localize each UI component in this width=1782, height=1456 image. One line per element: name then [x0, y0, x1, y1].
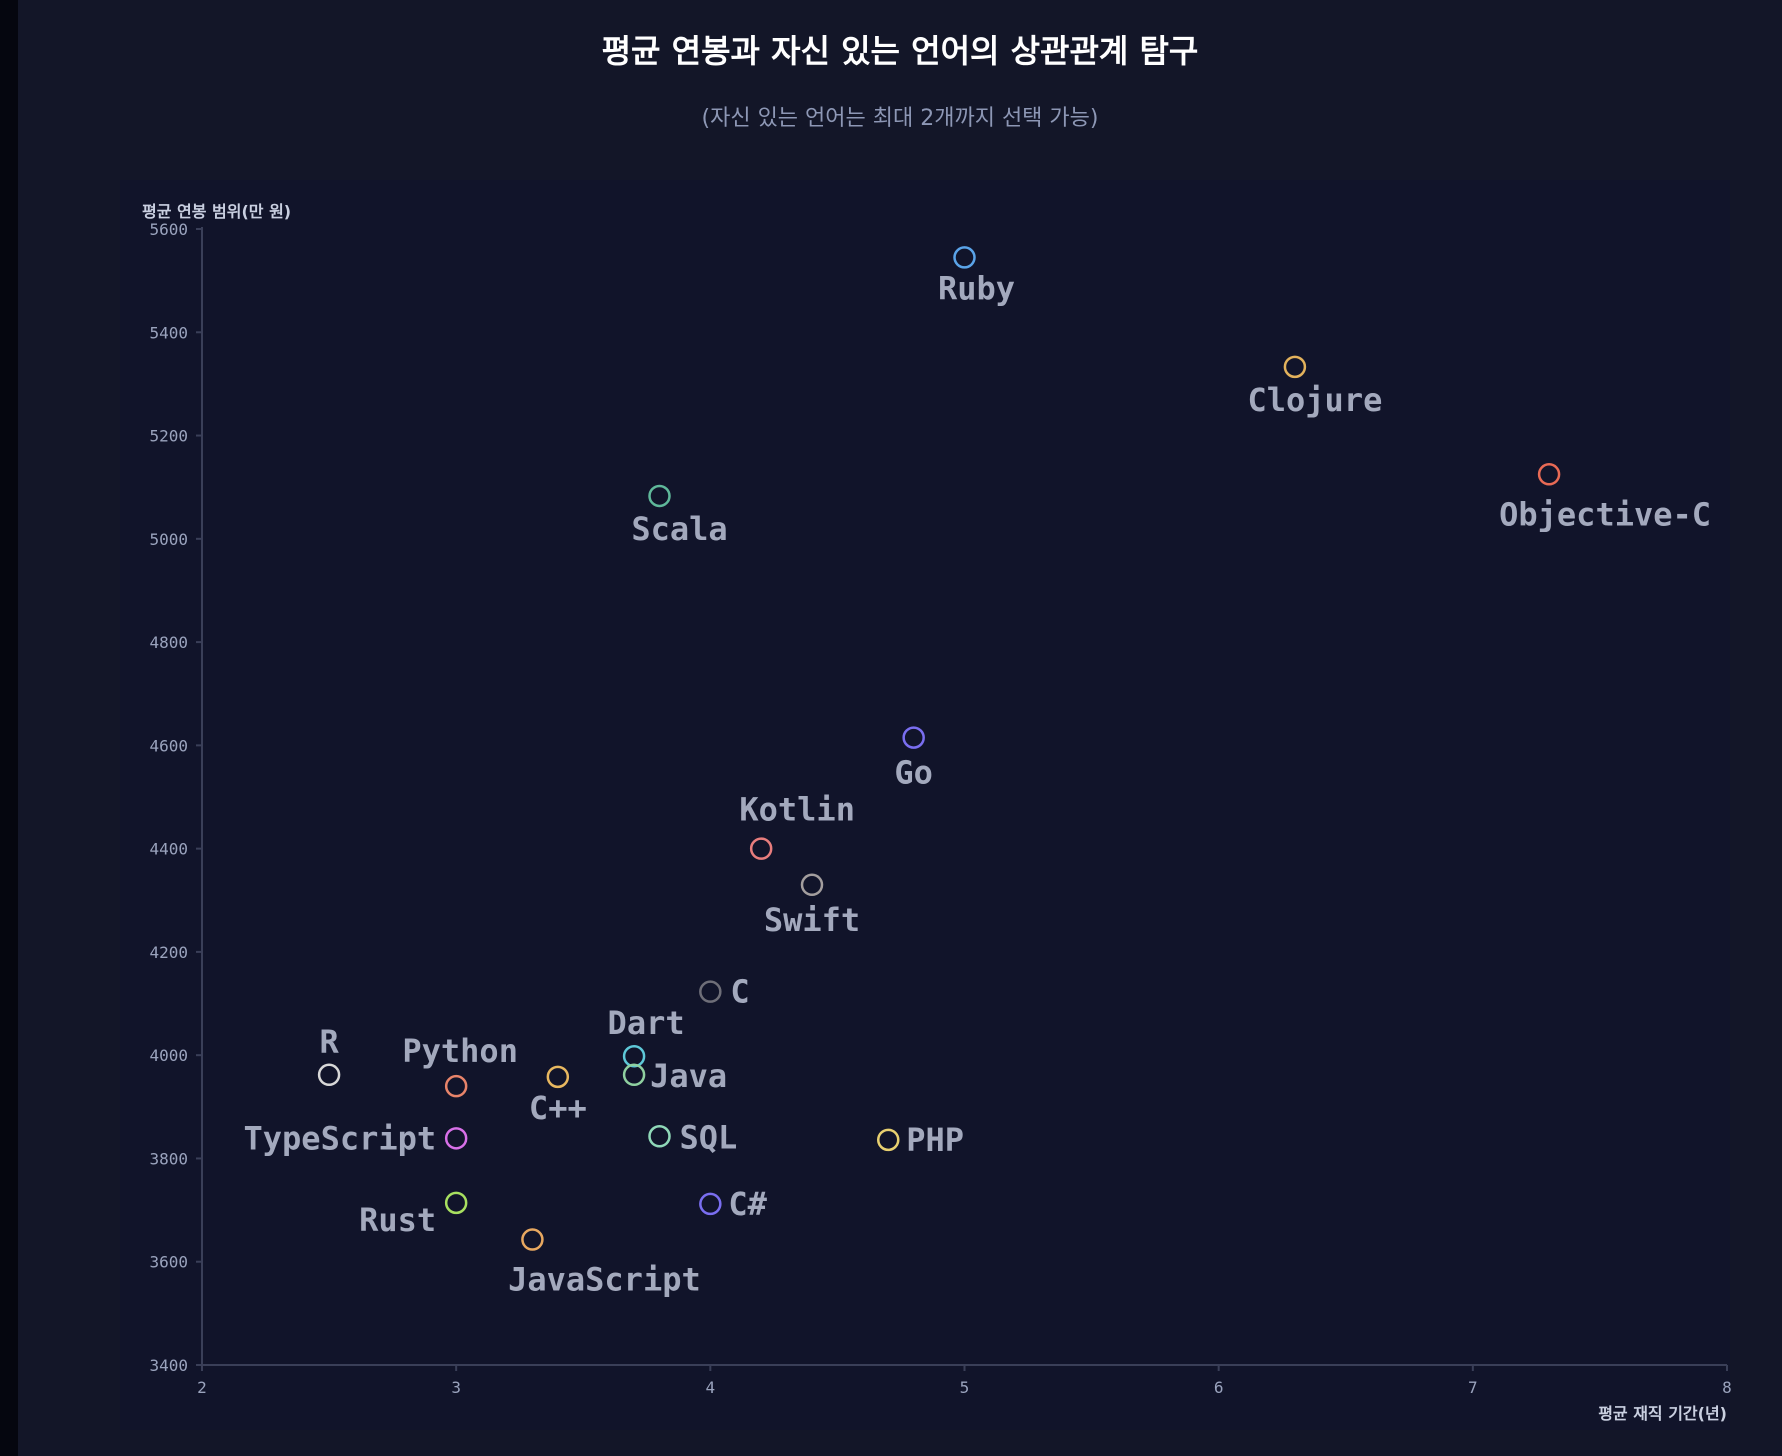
- point-marker-ruby: [953, 246, 976, 269]
- point-label-rust: Rust: [359, 1201, 436, 1239]
- point-marker-dart: [622, 1044, 646, 1068]
- point-label-c: C: [730, 973, 749, 1011]
- point-marker-php: [877, 1128, 900, 1152]
- point-marker-go: [902, 726, 925, 749]
- point-label-swift: Swift: [764, 901, 860, 939]
- y-tick-label: 3600: [149, 1253, 188, 1272]
- point-label-sql: SQL: [680, 1118, 738, 1156]
- y-tick-label: 5200: [149, 427, 188, 446]
- point-label-c-: C++: [529, 1089, 587, 1127]
- chart-subtitle: (자신 있는 언어는 최대 2개까지 선택 가능): [701, 106, 1099, 131]
- chart-title: 평균 연봉과 자신 있는 언어의 상관관계 탐구: [601, 32, 1199, 70]
- y-axis-title: 평균 연봉 범위(만 원): [142, 202, 291, 221]
- point-label-java: Java: [650, 1057, 727, 1095]
- point-marker-kotlin: [749, 837, 773, 860]
- point-label-python: Python: [402, 1032, 518, 1070]
- point-marker-c-: [699, 1192, 722, 1216]
- point-label-scala: Scala: [631, 510, 727, 548]
- x-tick-label: 8: [1722, 1378, 1732, 1397]
- point-label-clojure: Clojure: [1247, 381, 1382, 419]
- point-label-dart: Dart: [608, 1004, 685, 1042]
- point-marker-javascript: [521, 1228, 544, 1251]
- point-marker-c: [699, 980, 722, 1003]
- x-tick-label: 7: [1468, 1378, 1478, 1397]
- point-marker-sql: [648, 1125, 671, 1148]
- point-marker-swift: [800, 873, 824, 897]
- point-marker-rust: [444, 1191, 468, 1215]
- point-marker-typescript: [444, 1127, 468, 1150]
- point-marker-objective-c: [1537, 463, 1561, 486]
- point-label-typescript: TypeScript: [244, 1119, 437, 1157]
- point-label-c-: C#: [728, 1185, 767, 1223]
- x-tick-label: 2: [197, 1378, 207, 1397]
- x-tick-label: 4: [706, 1378, 716, 1397]
- y-tick-label: 4400: [149, 840, 188, 859]
- point-marker-clojure: [1283, 355, 1307, 379]
- point-marker-c-: [546, 1065, 570, 1089]
- window-left-strip: [0, 0, 18, 1456]
- y-tick-label: 4000: [149, 1046, 188, 1065]
- plot-background: [120, 180, 1730, 1430]
- y-tick-label: 4200: [149, 943, 188, 962]
- y-tick-label: 3800: [149, 1149, 188, 1168]
- point-label-objective-c: Objective-C: [1499, 495, 1711, 533]
- y-tick-label: 4600: [149, 736, 188, 755]
- point-label-r: R: [319, 1023, 339, 1061]
- y-tick-label: 5400: [149, 323, 188, 342]
- point-marker-r: [317, 1063, 341, 1087]
- x-axis-title: 평균 재직 기간(년): [1598, 1404, 1727, 1423]
- x-tick-label: 3: [451, 1378, 461, 1397]
- x-tick-label: 5: [960, 1378, 970, 1397]
- point-marker-python: [444, 1074, 468, 1098]
- y-tick-label: 5000: [149, 530, 188, 549]
- y-tick-label: 3400: [149, 1356, 188, 1375]
- point-label-php: PHP: [906, 1121, 964, 1159]
- y-tick-label: 5600: [149, 220, 188, 239]
- point-label-go: Go: [894, 754, 933, 792]
- point-label-kotlin: Kotlin: [739, 791, 855, 829]
- point-marker-java: [622, 1063, 646, 1087]
- x-tick-label: 6: [1214, 1378, 1224, 1397]
- point-label-ruby: Ruby: [938, 269, 1015, 307]
- point-label-javascript: JavaScript: [508, 1261, 701, 1299]
- y-tick-label: 4800: [149, 633, 188, 652]
- point-marker-scala: [648, 484, 671, 508]
